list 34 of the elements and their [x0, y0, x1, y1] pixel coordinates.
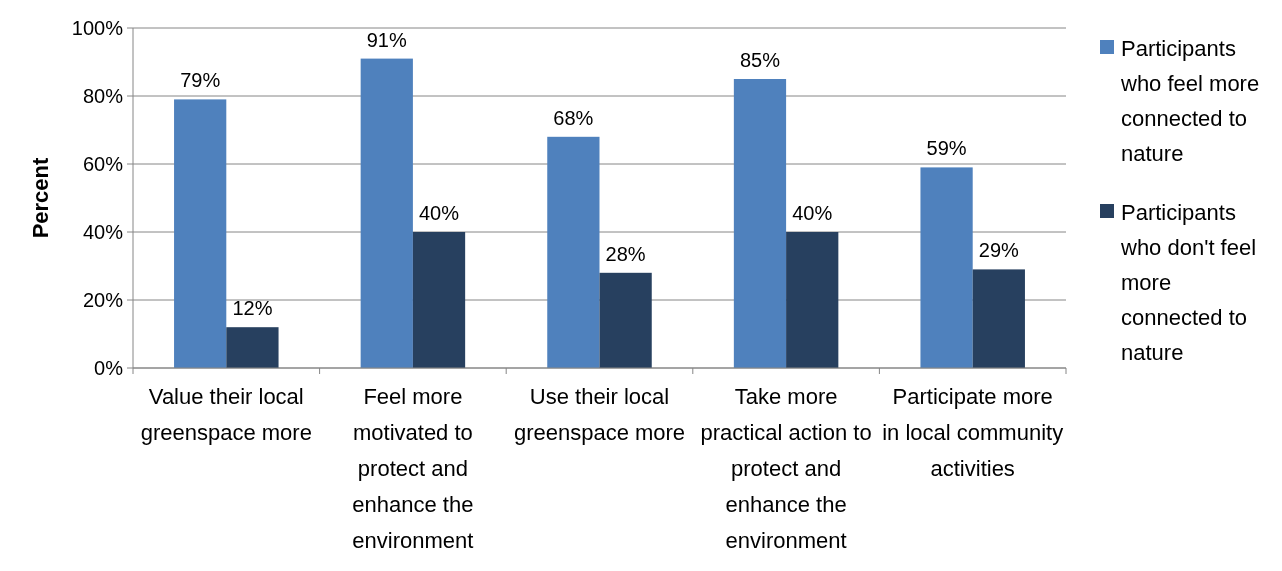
x-tick-label: Value their local greenspace more [140, 384, 312, 445]
x-tick-label: Participate more in local community activities [882, 384, 1064, 481]
y-tick-label: 100% [71, 17, 124, 39]
data-label: 12% [232, 297, 273, 320]
x-tick-label: Take more practical action to protect and enhance the environment [700, 384, 872, 553]
bar [360, 58, 413, 368]
bar [786, 232, 839, 368]
bar [226, 327, 279, 368]
legend-label: Participants who don't feel more connected to nature [1120, 199, 1257, 365]
legend-label: Participants who feel more connected to nature [1120, 35, 1260, 166]
y-tick-label: 20% [82, 289, 124, 311]
data-label: 29% [978, 239, 1020, 262]
y-tick-label: 80% [82, 85, 124, 107]
data-label: 28% [605, 242, 646, 265]
x-tick-label: Feel more motivated to protect and enhance the environment [352, 384, 474, 553]
data-label: 59% [926, 137, 967, 160]
bar [412, 232, 466, 368]
data-label: 91% [366, 28, 408, 51]
bar [972, 269, 1025, 368]
data-label: 68% [553, 106, 594, 129]
y-tick-label: 60% [82, 153, 124, 175]
bar [733, 79, 787, 368]
y-tick-label: 40% [82, 221, 124, 243]
data-label: 40% [792, 202, 833, 224]
bar [547, 136, 600, 368]
bar [599, 272, 652, 368]
y-axis-title: Percent [28, 156, 53, 239]
bar [174, 99, 227, 368]
data-label: 79% [180, 69, 221, 92]
data-label: 85% [739, 49, 781, 71]
y-tick-label: 0% [94, 357, 124, 379]
bar [920, 167, 973, 368]
data-label: 40% [419, 202, 460, 224]
x-tick-label: Use their local greenspace more [513, 384, 686, 445]
